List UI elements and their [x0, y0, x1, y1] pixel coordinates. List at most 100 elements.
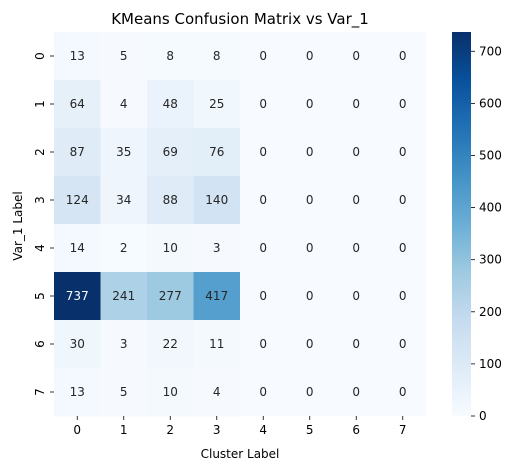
cell-value-r5-c5: 0 [306, 289, 314, 303]
y-axis-label: Var_1 Label [11, 191, 25, 260]
heatmap-cell-r0-c3 [193, 32, 241, 81]
cell-value-r7-c3: 4 [213, 385, 221, 399]
cell-value-r1-c4: 0 [259, 97, 267, 111]
cell-value-r3-c0: 124 [66, 193, 89, 207]
cell-value-r5-c6: 0 [352, 289, 360, 303]
cell-value-r4-c2: 10 [163, 241, 178, 255]
cell-value-r6-c6: 0 [352, 337, 360, 351]
heatmap-cell-r3-c4 [240, 176, 287, 225]
x-tick-label-6: 6 [352, 423, 360, 437]
heatmap-cell-r1-c4 [240, 80, 287, 129]
y-tick-label-3: 3 [33, 196, 47, 204]
cell-value-r0-c5: 0 [306, 49, 314, 63]
heatmap-cell-r2-c6 [333, 128, 380, 177]
cell-value-r2-c6: 0 [352, 145, 360, 159]
x-tick-label-1: 1 [120, 423, 128, 437]
cell-value-r6-c4: 0 [259, 337, 267, 351]
heatmap-cell-r3-c1 [100, 176, 148, 225]
cell-value-r0-c0: 13 [70, 49, 85, 63]
colorbar-tick-label-600: 600 [479, 96, 502, 110]
heatmap-cell-r6-c5 [286, 320, 334, 369]
cell-value-r4-c1: 2 [120, 241, 128, 255]
heatmap-cell-r2-c7 [379, 128, 427, 177]
colorbar [452, 32, 471, 416]
heatmap-cell-r2-c1 [100, 128, 148, 177]
cell-value-r3-c2: 88 [163, 193, 178, 207]
chart-title: KMeans Confusion Matrix vs Var_1 [111, 10, 369, 29]
heatmap-cell-r7-c1 [100, 368, 148, 417]
heatmap-cell-r7-c4 [240, 368, 287, 417]
heatmap-cell-r6-c6 [333, 320, 380, 369]
heatmap-cell-r5-c2 [147, 272, 194, 321]
cell-value-r2-c4: 0 [259, 145, 267, 159]
cell-value-r7-c2: 10 [163, 385, 178, 399]
heatmap-cell-r1-c3 [193, 80, 241, 129]
cell-value-r2-c2: 69 [163, 145, 178, 159]
heatmap-cell-r2-c2 [147, 128, 194, 177]
heatmap-cell-r4-c6 [333, 224, 380, 273]
x-axis-label: Cluster Label [201, 447, 280, 461]
heatmap-cell-r7-c6 [333, 368, 380, 417]
cell-value-r1-c7: 0 [399, 97, 407, 111]
heatmap-cell-r4-c2 [147, 224, 194, 273]
y-tick-label-0: 0 [33, 52, 47, 60]
colorbar-tick-label-200: 200 [479, 305, 502, 319]
cell-value-r5-c1: 241 [112, 289, 135, 303]
heatmap-cell-r6-c3 [193, 320, 241, 369]
heatmap-cell-r0-c1 [100, 32, 148, 81]
y-tick-label-2: 2 [33, 148, 47, 156]
cell-value-r5-c2: 277 [159, 289, 182, 303]
x-tick-label-5: 5 [306, 423, 314, 437]
cell-value-r7-c4: 0 [259, 385, 267, 399]
heatmap-cell-r7-c2 [147, 368, 194, 417]
y-axis-ticks: 0 1 2 3 4 5 6 7 [33, 52, 54, 396]
heatmap-cell-r0-c7 [379, 32, 427, 81]
cell-value-r3-c1: 34 [116, 193, 131, 207]
heatmap-cell-r5-c1 [100, 272, 148, 321]
cell-value-r2-c5: 0 [306, 145, 314, 159]
colorbar-tick-label-500: 500 [479, 148, 502, 162]
cell-value-r4-c5: 0 [306, 241, 314, 255]
heatmap-cell-r0-c0 [54, 32, 101, 81]
x-tick-label-7: 7 [399, 423, 407, 437]
cell-value-r6-c0: 30 [70, 337, 85, 351]
cell-value-r4-c6: 0 [352, 241, 360, 255]
heatmap-cell-r4-c7 [379, 224, 427, 273]
cell-value-r5-c0: 737 [66, 289, 89, 303]
cell-value-r6-c5: 0 [306, 337, 314, 351]
heatmap-cell-r3-c2 [147, 176, 194, 225]
cell-value-r1-c5: 0 [306, 97, 314, 111]
heatmap-cell-r6-c7 [379, 320, 427, 369]
cell-value-r1-c6: 0 [352, 97, 360, 111]
x-tick-label-3: 3 [213, 423, 221, 437]
heatmap-cell-r5-c3 [193, 272, 241, 321]
cell-value-r5-c7: 0 [399, 289, 407, 303]
y-tick-label-7: 7 [33, 388, 47, 396]
colorbar-tick-label-100: 100 [479, 357, 502, 371]
heatmap-cell-r1-c1 [100, 80, 148, 129]
x-tick-label-0: 0 [73, 423, 81, 437]
cell-value-r4-c0: 14 [70, 241, 85, 255]
cell-value-r6-c1: 3 [120, 337, 128, 351]
y-tick-label-4: 4 [33, 244, 47, 252]
cell-value-r3-c6: 0 [352, 193, 360, 207]
heatmap-cell-r5-c6 [333, 272, 380, 321]
cell-value-r7-c6: 0 [352, 385, 360, 399]
cell-value-r1-c0: 64 [70, 97, 85, 111]
cell-value-r3-c3: 140 [205, 193, 228, 207]
heatmap-cell-r4-c0 [54, 224, 101, 273]
cell-value-r1-c1: 4 [120, 97, 128, 111]
heatmap-cell-r7-c7 [379, 368, 427, 417]
heatmap-cell-r3-c5 [286, 176, 334, 225]
heatmap-cell-r2-c3 [193, 128, 241, 177]
cell-value-r2-c7: 0 [399, 145, 407, 159]
heatmap-cell-r5-c0 [54, 272, 101, 321]
cell-value-r6-c7: 0 [399, 337, 407, 351]
heatmap-cell-r2-c4 [240, 128, 287, 177]
cell-value-r1-c2: 48 [163, 97, 178, 111]
x-tick-label-4: 4 [259, 423, 267, 437]
colorbar-tick-label-300: 300 [479, 253, 502, 267]
heatmap-cell-r1-c5 [286, 80, 334, 129]
heatmap-cell-r0-c5 [286, 32, 334, 81]
